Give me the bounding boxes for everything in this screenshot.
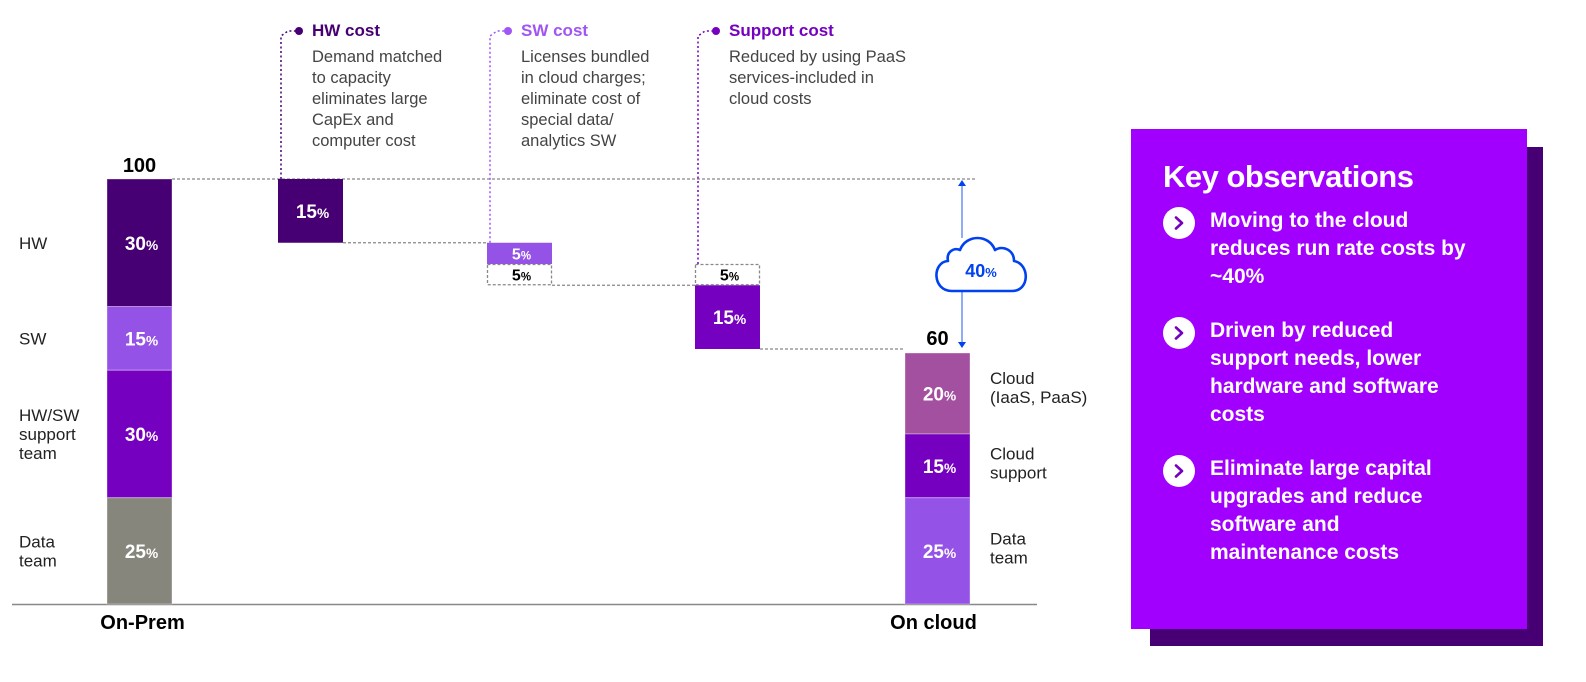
data-label: 30% [125,234,158,255]
savings-value-label: 40% [965,261,997,281]
callout-title: Support cost [729,21,834,40]
callout-dot [712,27,720,35]
data-label: 15% [125,329,158,350]
waterfall-chart: 30% HW 15% SW 30% HW/SW support team 25% Data team… [12,21,1087,634]
callout-description: Reduced by using PaaS services-included i… [729,48,906,108]
observation-text: Moving to the cloud reduces run rate cos… [1210,209,1466,288]
bar-segment-onprem-hw [106,178,173,307]
key-observations-panel: Key observations Moving to the cloud red… [1131,129,1527,629]
chevron-right-icon [1163,455,1195,487]
category-label: Cloud (IaaS, PaaS) [990,369,1087,407]
step-bar-sw-cost [487,242,552,264]
observation-text: Driven by reduced support needs, lower h… [1210,319,1439,426]
data-label: 25% [923,542,956,563]
data-label: 25% [125,542,158,563]
data-label: 15% [923,457,956,478]
observation-item: Driven by reduced support needs, lower h… [1163,317,1497,429]
category-label: Data team [19,532,57,570]
x-tick-label-onprem: On-Prem [100,612,184,634]
arrow-head-down-icon [958,342,966,348]
callout-description: Demand matched to capacity eliminates larg… [312,48,442,150]
category-label: Cloud support [990,444,1047,482]
observation-text: Eliminate large capital upgrades and red… [1210,457,1432,564]
callout-leader-line [697,30,715,264]
step-dashed-label: 5% [512,268,531,285]
step-dashed-label: 5% [720,268,739,285]
bar-segment-oncloud-cloud-support [904,433,971,499]
callout-description: Licenses bundled in cloud charges; elimina… [521,48,649,150]
callout-leader-line [489,30,507,243]
callout-title: SW cost [521,21,588,40]
category-label: Data team [990,529,1028,567]
category-label: HW [19,234,47,253]
callout-dot [504,27,512,35]
callout-dot [295,27,303,35]
step-dashed-box [694,263,761,286]
callout-title: HW cost [312,21,380,40]
bar-segment-oncloud-cloud-iaas-paas- [904,352,971,435]
bar-segment-onprem-data-team [106,497,173,605]
chevron-right-icon [1163,207,1195,239]
bar-segment-onprem-hw-sw-support-team [106,369,173,499]
observation-item: Eliminate large capital upgrades and red… [1163,455,1497,567]
chevron-right-icon [1163,317,1195,349]
x-tick-label-oncloud: On cloud [890,612,977,634]
step-value-label: 5% [512,246,531,263]
data-label: 30% [125,425,158,446]
cloud-icon [935,236,1028,293]
category-label: SW [19,329,46,348]
data-label: 20% [923,385,956,406]
observation-item: Moving to the cloud reduces run rate cos… [1163,207,1497,291]
bar-segment-onprem-sw [106,306,173,371]
total-label-oncloud: 60 [926,328,948,350]
total-label-onprem: 100 [123,155,156,177]
step-dashed-box [486,263,553,286]
arrow-head-up-icon [958,180,966,186]
step-bar-hw-cost [278,179,343,243]
bar-segment-oncloud-data-team [904,497,971,605]
category-label: HW/SW support team [19,406,79,463]
step-value-label: 15% [713,308,746,329]
step-bar-support-cost [695,285,760,349]
step-value-label: 15% [296,202,329,223]
panel-title: Key observations [1163,159,1414,194]
callout-leader-line [280,30,298,179]
